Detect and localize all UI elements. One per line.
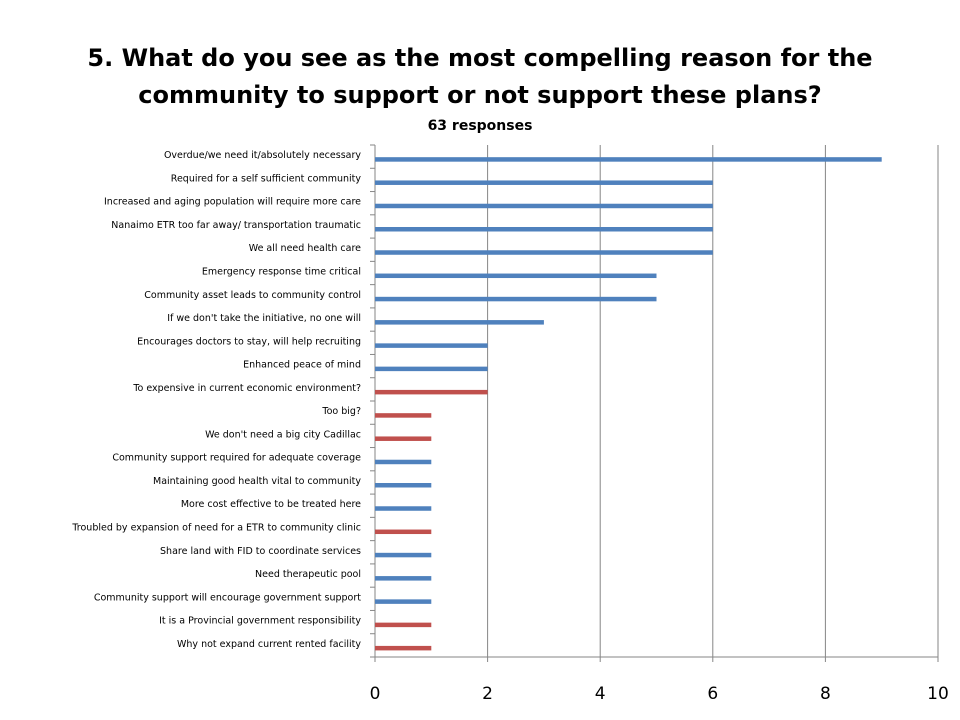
chart-title: 5. What do you see as the most compellin… xyxy=(87,44,873,109)
x-tick-label-2: 2 xyxy=(482,684,493,704)
category-label-1: Required for a self sufficient community xyxy=(171,173,362,184)
category-label-0: Overdue/we need it/absolutely necessary xyxy=(164,150,361,161)
category-label-21: Why not expand current rented facility xyxy=(177,639,361,650)
bars xyxy=(375,157,882,651)
bar-14 xyxy=(375,482,432,488)
bar-21 xyxy=(375,645,432,651)
category-label-7: If we don't take the initiative, no one … xyxy=(167,313,361,324)
bar-18 xyxy=(375,576,432,581)
bar-8 xyxy=(375,343,488,348)
category-label-20: It is a Provincial government responsibi… xyxy=(159,616,361,627)
x-tick-label-6: 6 xyxy=(707,684,718,704)
category-label-17: Share land with FID to coordinate servic… xyxy=(160,546,361,557)
bar-7 xyxy=(375,320,544,325)
tick-labels: 0 2 4 6 8 10 xyxy=(370,684,949,704)
bar-1 xyxy=(375,180,713,185)
category-label-9: Enhanced peace of mind xyxy=(243,360,361,371)
category-label-11: Too big? xyxy=(321,406,361,417)
category-label-12: We don't need a big city Cadillac xyxy=(205,429,361,440)
bar-5 xyxy=(375,273,657,279)
x-tick-label-8: 8 xyxy=(820,684,831,704)
bar-12 xyxy=(375,436,432,441)
category-label-14: Maintaining good health vital to communi… xyxy=(153,476,361,487)
bar-0 xyxy=(375,157,882,162)
category-label-15: More cost effective to be treated here xyxy=(181,499,361,510)
x-tick-label-10: 10 xyxy=(927,684,949,704)
category-label-4: We all need health care xyxy=(249,243,361,254)
bar-16 xyxy=(375,529,432,535)
bar-3 xyxy=(375,226,713,232)
bar-17 xyxy=(375,552,432,558)
bar-19 xyxy=(375,599,432,604)
category-label-16: Troubled by expansion of need for a ETR … xyxy=(71,523,361,534)
category-label-6: Community asset leads to community contr… xyxy=(144,290,361,301)
category-label-10: To expensive in current economic environ… xyxy=(132,383,361,394)
bar-2 xyxy=(375,203,713,209)
bar-15 xyxy=(375,506,432,511)
chart-subtitle: 63 responses xyxy=(427,118,533,134)
category-label-8: Encourages doctors to stay, will help re… xyxy=(137,336,361,347)
category-label-2: Increased and aging population will requ… xyxy=(104,197,361,208)
category-labels: Overdue/we need it/absolutely necessary R… xyxy=(71,150,361,650)
category-label-13: Community support required for adequate … xyxy=(112,453,361,464)
x-tick-label-0: 0 xyxy=(370,684,381,704)
category-label-18: Need therapeutic pool xyxy=(255,569,361,580)
bar-6 xyxy=(375,296,657,302)
x-tick-label-4: 4 xyxy=(595,684,606,704)
bar-20 xyxy=(375,622,432,628)
category-label-3: Nanaimo ETR too far away/ transportation… xyxy=(111,220,361,231)
axes xyxy=(370,144,939,662)
gridlines xyxy=(487,145,939,657)
bar-4 xyxy=(375,250,713,255)
bar-10 xyxy=(375,389,488,395)
bar-11 xyxy=(375,413,432,418)
category-label-19: Community support will encourage governm… xyxy=(94,592,361,603)
category-label-5: Emergency response time critical xyxy=(202,267,361,278)
bar-13 xyxy=(375,459,432,465)
bar-9 xyxy=(375,366,488,372)
